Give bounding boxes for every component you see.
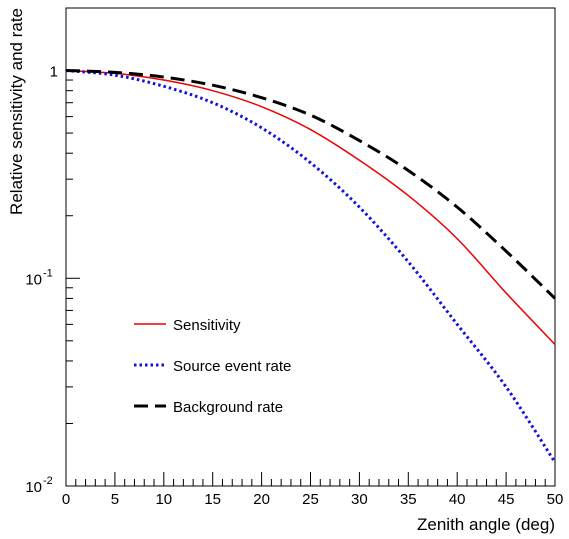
legend-label: Sensitivity (173, 317, 241, 334)
x-tick-label: 15 (204, 491, 221, 508)
x-tick-label: 45 (498, 491, 515, 508)
x-axis-ticks: 0 5 10 15 20 25 30 35 40 45 50 (62, 472, 564, 508)
series-line-3 (65, 69, 557, 300)
y-tick-label: 1 (50, 64, 58, 81)
y-tick-exponent: -2 (43, 475, 53, 487)
legend-label: Background rate (173, 399, 283, 416)
series-line-1 (65, 69, 556, 345)
x-tick-label: 50 (547, 491, 564, 508)
y-tick-label: 10 (25, 271, 42, 288)
x-tick-label: 0 (62, 491, 70, 508)
y-axis-ticks: 110-110-2 (25, 7, 80, 496)
y-tick-label: 10 (25, 479, 42, 496)
y-tick-exponent: -1 (43, 267, 53, 279)
x-tick-label: 30 (351, 491, 368, 508)
x-tick-label: 25 (302, 491, 319, 508)
x-tick-label: 35 (400, 491, 417, 508)
x-tick-label: 40 (449, 491, 466, 508)
legend-label: Source event rate (173, 358, 291, 375)
legend: Sensitivity Source event rate Background r… (134, 317, 291, 416)
x-tick-label: 5 (111, 491, 119, 508)
x-tick-label: 20 (253, 491, 270, 508)
x-axis-label: Zenith angle (deg) (417, 515, 555, 534)
y-axis-label: Relative sensitivity and rate (7, 8, 26, 215)
x-tick-label: 10 (155, 491, 172, 508)
series-lines (65, 69, 557, 464)
